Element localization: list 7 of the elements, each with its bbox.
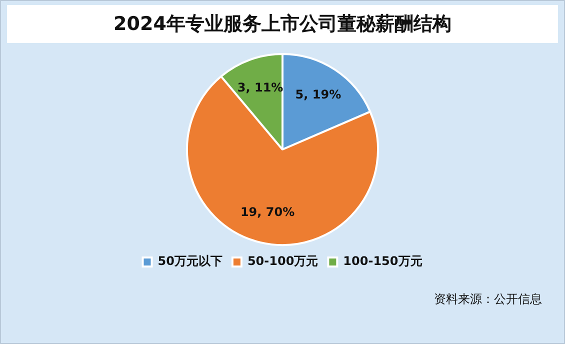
data-label: 19, 70%: [240, 204, 295, 219]
chart-title: 2024年专业服务上市公司董秘薪酬结构: [7, 5, 558, 43]
data-label: 5, 19%: [295, 87, 342, 102]
legend-label: 50-100万元: [247, 254, 318, 268]
text: 资料来源：公开信息: [434, 291, 542, 308]
legend-label: 50万元以下: [158, 254, 222, 268]
legend-label: 100-150万元: [343, 254, 422, 268]
